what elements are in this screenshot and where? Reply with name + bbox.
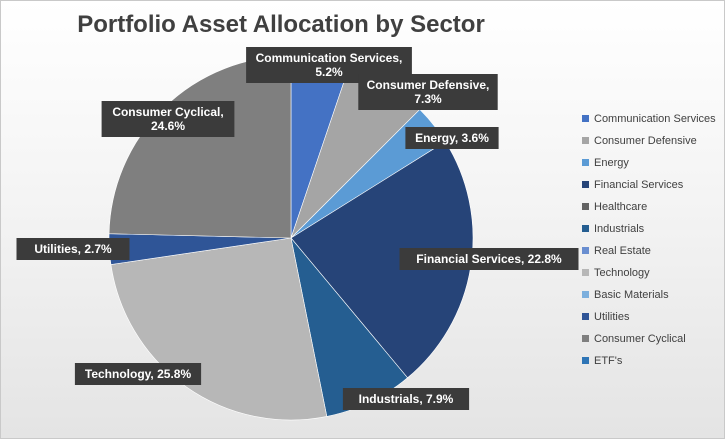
legend-label: Consumer Cyclical bbox=[594, 333, 686, 345]
legend-label: Financial Services bbox=[594, 179, 684, 191]
data-label-text: Consumer Defensive, bbox=[367, 78, 490, 92]
data-label-text: 7.3% bbox=[414, 92, 442, 106]
pie-slices bbox=[108, 55, 474, 421]
data-label-industrials: Industrials, 7.9% bbox=[342, 388, 470, 410]
legend-item-basic-materials: Basic Materials bbox=[582, 289, 669, 301]
legend-label: Consumer Defensive bbox=[594, 135, 697, 147]
chart-title: Portfolio Asset Allocation by Sector bbox=[77, 11, 485, 38]
data-label-consumer-defensive: Consumer Defensive,7.3% bbox=[358, 74, 498, 110]
legend-item-utilities: Utilities bbox=[582, 311, 630, 323]
legend-label: Basic Materials bbox=[594, 289, 669, 301]
data-label-consumer-cyclical: Consumer Cyclical,24.6% bbox=[101, 101, 235, 137]
pie-slice-technology bbox=[110, 237, 328, 421]
legend-swatch bbox=[582, 181, 589, 188]
data-label-text: Energy, 3.6% bbox=[415, 131, 489, 145]
data-label-box bbox=[399, 248, 579, 270]
legend-swatch bbox=[582, 247, 589, 254]
legend-swatch bbox=[582, 313, 589, 320]
legend-item-energy: Energy bbox=[582, 157, 629, 169]
legend-label: ETF's bbox=[594, 355, 623, 367]
data-label-text: Communication Services, bbox=[256, 51, 403, 65]
data-labels: Communication Services,5.2% Consumer Defe… bbox=[16, 47, 579, 410]
legend-item-consumer-defensive: Consumer Defensive bbox=[582, 135, 697, 147]
legend-swatch bbox=[582, 137, 589, 144]
legend-swatch bbox=[582, 269, 589, 276]
legend-label: Communication Services bbox=[594, 113, 716, 125]
legend-item-communication-services: Communication Services bbox=[582, 113, 716, 125]
legend-swatch bbox=[582, 203, 589, 210]
data-label-text: Technology, 25.8% bbox=[85, 367, 192, 381]
data-label-energy: Energy, 3.6% bbox=[405, 127, 499, 149]
legend-item-consumer-cyclical: Consumer Cyclical bbox=[582, 333, 686, 345]
data-label-technology: Technology, 25.8% bbox=[74, 363, 202, 385]
data-label-text: 24.6% bbox=[151, 119, 185, 133]
legend-swatch bbox=[582, 115, 589, 122]
legend-item-industrials: Industrials bbox=[582, 223, 645, 235]
legend-item-real-estate: Real Estate bbox=[582, 245, 651, 257]
data-label-utilities: Utilities, 2.7% bbox=[16, 238, 130, 260]
data-label-text: Utilities, 2.7% bbox=[34, 242, 112, 256]
data-label-box bbox=[16, 238, 130, 260]
legend-label: Healthcare bbox=[594, 201, 647, 213]
data-label-text: Consumer Cyclical, bbox=[112, 105, 223, 119]
data-label-text: 5.2% bbox=[315, 65, 343, 79]
data-label-box bbox=[74, 363, 202, 385]
legend: Communication Services Consumer Defensive… bbox=[582, 113, 716, 367]
legend-item-healthcare: Healthcare bbox=[582, 201, 647, 213]
data-label-box bbox=[358, 74, 498, 110]
legend-item-technology: Technology bbox=[582, 267, 650, 279]
legend-label: Industrials bbox=[594, 223, 645, 235]
data-label-text: Industrials, 7.9% bbox=[359, 392, 454, 406]
data-label-text: Financial Services, 22.8% bbox=[416, 252, 562, 266]
pie-slice-consumer-cyclical bbox=[108, 55, 292, 239]
legend-label: Technology bbox=[594, 267, 650, 279]
legend-swatch bbox=[582, 159, 589, 166]
legend-item-financial-services: Financial Services bbox=[582, 179, 684, 191]
legend-swatch bbox=[582, 225, 589, 232]
legend-swatch bbox=[582, 357, 589, 364]
data-label-financial-services: Financial Services, 22.8% bbox=[399, 248, 579, 270]
legend-label: Utilities bbox=[594, 311, 630, 323]
legend-swatch bbox=[582, 291, 589, 298]
data-label-box bbox=[101, 101, 235, 137]
data-label-box bbox=[342, 388, 470, 410]
legend-label: Real Estate bbox=[594, 245, 651, 257]
legend-label: Energy bbox=[594, 157, 629, 169]
data-label-box bbox=[405, 127, 499, 149]
legend-swatch bbox=[582, 335, 589, 342]
legend-item-etf-s: ETF's bbox=[582, 355, 623, 367]
